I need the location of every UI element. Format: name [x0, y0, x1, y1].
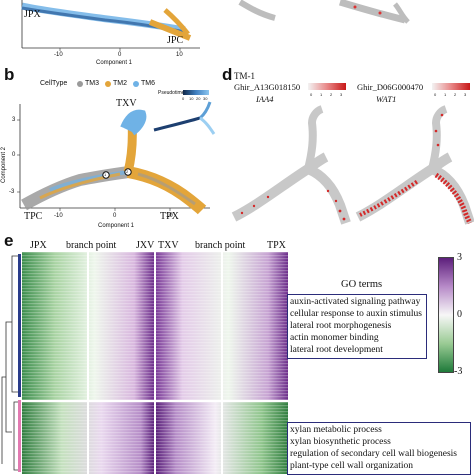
expression-heatmap — [22, 252, 288, 474]
panel-b-xtick-2: 10 — [166, 213, 173, 219]
inset-trajectory — [153, 101, 216, 135]
panel-a-label-jpx: JPX — [24, 9, 41, 20]
node-label-1: 1 — [104, 172, 107, 177]
legend-dot-tm2 — [105, 81, 111, 87]
gene2-scale-1: 1 — [444, 92, 447, 97]
panel-d-label: d — [222, 65, 233, 84]
panel-b-ytick-0: 3 — [12, 117, 16, 123]
panel-b-xlabel: Component 1 — [98, 223, 135, 229]
row-dendrogram — [1, 254, 21, 472]
inset-colorbar — [183, 90, 209, 95]
gene1-id: Ghir_A13G018150 — [234, 82, 301, 92]
panel-b-ylabel: Component 2 — [1, 146, 8, 184]
colorbar-tick-mid: 0 — [457, 309, 462, 320]
branch-label-tpx: TPX — [160, 211, 179, 222]
panel-b-scatter — [17, 104, 210, 215]
panel-b-xtick-0: -10 — [54, 213, 63, 219]
go-item: regulation of secondary cell wall biogen… — [290, 449, 457, 459]
colorbar-tick-high: 3 — [457, 252, 462, 263]
gene1-colorbar — [308, 83, 346, 90]
gene2-scale-2: 2 — [454, 92, 457, 97]
panel-b-xtick-1: 0 — [113, 213, 117, 219]
inset-tick-1: 10 — [189, 96, 194, 101]
gene2-scale-0: 0 — [434, 92, 437, 97]
panel-e-label: e — [4, 231, 14, 250]
col-label-jpx: JPX — [30, 240, 47, 251]
panel-a-xtick-1: 0 — [118, 52, 122, 58]
colorbar-tick-low: -3 — [454, 366, 463, 377]
panel-a-scatter — [21, 0, 200, 51]
panel-b-ytick-2: -3 — [9, 189, 15, 195]
panel-b-legend-title: CellType — [40, 80, 68, 87]
gene1-scale-1: 1 — [320, 92, 323, 97]
inset-tick-0: 0 — [182, 96, 185, 101]
col-label-branch-1: branch point — [66, 240, 117, 251]
col-label-txv: TXV — [158, 240, 179, 251]
go-item: xylan metabolic process — [290, 425, 382, 435]
legend-dot-tm6 — [133, 81, 139, 87]
legend-label-tm3: TM3 — [85, 80, 99, 87]
heatmap-colorbar — [438, 257, 454, 373]
panel-a-xtick-2: 10 — [176, 52, 183, 58]
go-item: cellular response to auxin stimulus — [290, 309, 422, 319]
gene1-trajectory — [231, 105, 351, 225]
legend-label-tm6: TM6 — [141, 80, 155, 87]
panel-b-ytick-1: 0 — [12, 152, 16, 158]
branch-label-txv: TXV — [116, 98, 137, 109]
gene2-id: Ghir_D06G000470 — [357, 82, 424, 92]
col-label-jxv: JXV — [136, 240, 155, 251]
go-item: lateral root morphogenesis — [290, 321, 392, 331]
legend-dot-tm3 — [77, 81, 83, 87]
panel-c-remnant — [238, 0, 410, 24]
go-item: auxin-activated signaling pathway — [290, 297, 421, 307]
branch-label-tpc: TPC — [24, 211, 43, 222]
panel-a-label-jpc: JPC — [167, 35, 184, 46]
inset-title: Pseudotime — [158, 90, 185, 96]
legend-label-tm2: TM2 — [113, 80, 127, 87]
go-item: xylan biosynthetic process — [290, 437, 391, 447]
gene1-scale-2: 2 — [330, 92, 333, 97]
gene2-colorbar — [432, 83, 470, 90]
go-box-1: auxin-activated signaling pathway cellul… — [287, 294, 427, 359]
inset-tick-3: 30 — [203, 96, 208, 101]
inset-tick-2: 20 — [196, 96, 201, 101]
panel-a-xtick-0: -10 — [54, 52, 63, 58]
go-title: GO terms — [341, 279, 383, 290]
panel-d-title: TM-1 — [234, 71, 255, 81]
panel-a-xlabel: Component 1 — [96, 60, 133, 66]
go-item: actin monomer binding — [290, 333, 379, 343]
go-item: lateral root development — [290, 345, 383, 355]
gene1-scale-0: 0 — [310, 92, 313, 97]
gene2-name: WAT1 — [376, 94, 397, 104]
gene1-name: IAA4 — [256, 94, 274, 104]
go-box-2: xylan metabolic process xylan biosynthet… — [287, 422, 471, 475]
gene2-trajectory — [355, 105, 474, 225]
col-label-branch-2: branch point — [195, 240, 246, 251]
gene2-scale-3: 3 — [464, 92, 467, 97]
col-label-tpx: TPX — [267, 240, 286, 251]
node-label-2: 2 — [126, 169, 129, 174]
panel-b-label: b — [4, 65, 15, 84]
go-item: plant-type cell wall organization — [290, 461, 414, 471]
gene1-scale-3: 3 — [340, 92, 343, 97]
